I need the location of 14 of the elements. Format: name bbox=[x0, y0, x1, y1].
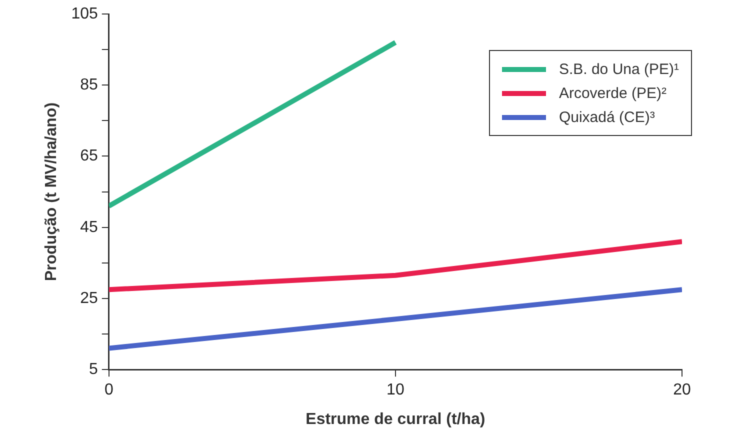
y-tick-label: 85 bbox=[80, 76, 98, 94]
legend-label: Arcoverde (PE)² bbox=[558, 84, 666, 102]
y-tick-label: 25 bbox=[80, 290, 98, 307]
x-tick-label: 20 bbox=[673, 382, 691, 399]
y-tick-label: 65 bbox=[80, 148, 98, 165]
legend-label: Quixadá (CE)³ bbox=[558, 108, 655, 126]
y-tick-label: 45 bbox=[80, 218, 98, 236]
legend-label: S.B. do Una (PE)¹ bbox=[558, 60, 679, 78]
x-tick-label: 0 bbox=[104, 382, 114, 399]
x-axis-title: Estrume de curral (t/ha) bbox=[306, 410, 486, 428]
x-tick-label: 10 bbox=[386, 382, 404, 399]
y-tick-label: 5 bbox=[88, 361, 98, 378]
y-axis-title: Produção (t MV/ha/ano) bbox=[43, 102, 60, 282]
y-tick-label: 105 bbox=[71, 5, 98, 22]
